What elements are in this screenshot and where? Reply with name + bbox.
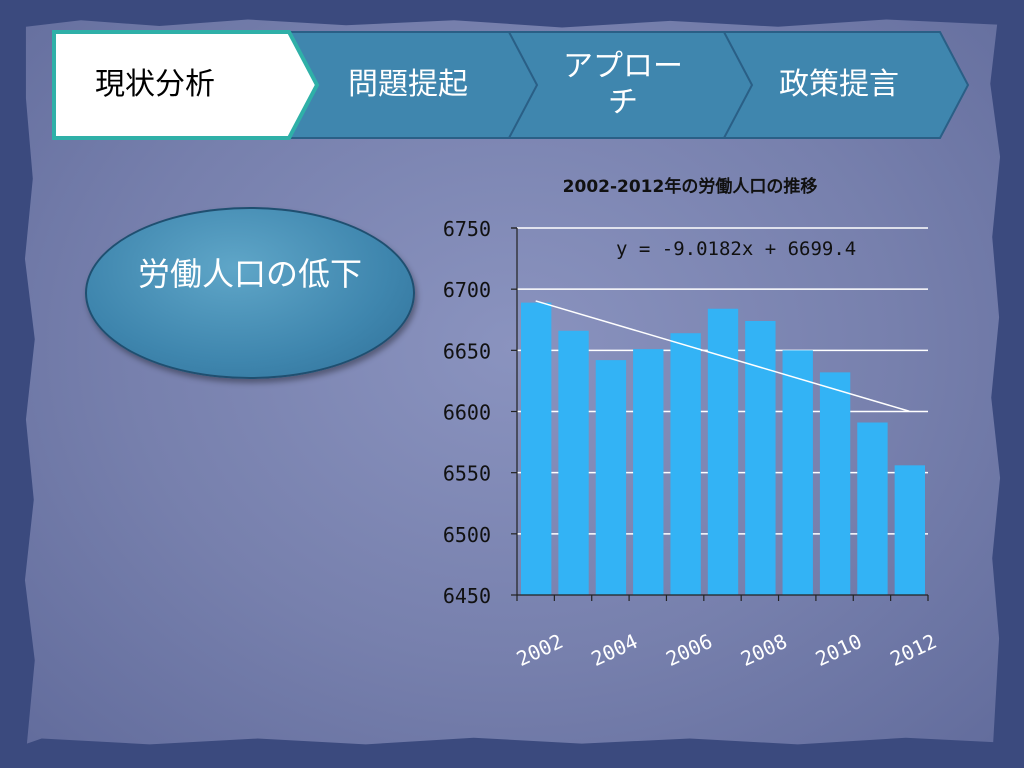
y-tick-label: 6550 bbox=[443, 462, 491, 486]
bar-2009 bbox=[782, 350, 813, 595]
bar-2012 bbox=[894, 465, 925, 595]
bar-2004 bbox=[595, 360, 627, 595]
bar-2005 bbox=[633, 349, 664, 595]
y-tick-label: 6450 bbox=[443, 584, 491, 608]
step-label-2: 問題提起 bbox=[348, 67, 468, 102]
y-tick-label: 6500 bbox=[443, 523, 491, 547]
x-tick-label: 2006 bbox=[662, 629, 716, 671]
bar-2007 bbox=[707, 308, 739, 595]
x-tick-label: 2008 bbox=[737, 629, 791, 671]
process-steps bbox=[52, 30, 970, 140]
trendline bbox=[535, 300, 910, 412]
callout-label: 労働人口の低下 bbox=[137, 255, 362, 293]
y-tick-label: 6750 bbox=[443, 217, 491, 241]
x-tick-label: 2002 bbox=[513, 629, 567, 671]
step-label-1: 現状分析 bbox=[95, 67, 215, 102]
y-tick-label: 6700 bbox=[443, 278, 491, 302]
bar-2003 bbox=[558, 330, 589, 595]
x-tick-label: 2004 bbox=[588, 629, 642, 671]
x-tick-label: 2010 bbox=[812, 629, 866, 671]
step-label-4: 政策提言 bbox=[779, 67, 899, 102]
step-label-3: アプローチ bbox=[563, 49, 683, 120]
x-tick-label: 2012 bbox=[886, 629, 940, 671]
bar-2002 bbox=[521, 302, 552, 595]
y-tick-label: 6650 bbox=[443, 339, 491, 363]
chart-title: 2002-2012年の労働人口の推移 bbox=[562, 177, 818, 197]
trendline-equation: y = -9.0182x + 6699.4 bbox=[616, 238, 856, 260]
y-tick-label: 6600 bbox=[443, 401, 491, 425]
bar-2008 bbox=[745, 320, 776, 595]
bar-2010 bbox=[819, 372, 851, 595]
step-shape-1[interactable] bbox=[52, 30, 320, 140]
bar-2011 bbox=[857, 422, 888, 595]
callout-oval[interactable]: 労働人口の低下 bbox=[85, 207, 415, 379]
bar-2006 bbox=[670, 333, 701, 595]
